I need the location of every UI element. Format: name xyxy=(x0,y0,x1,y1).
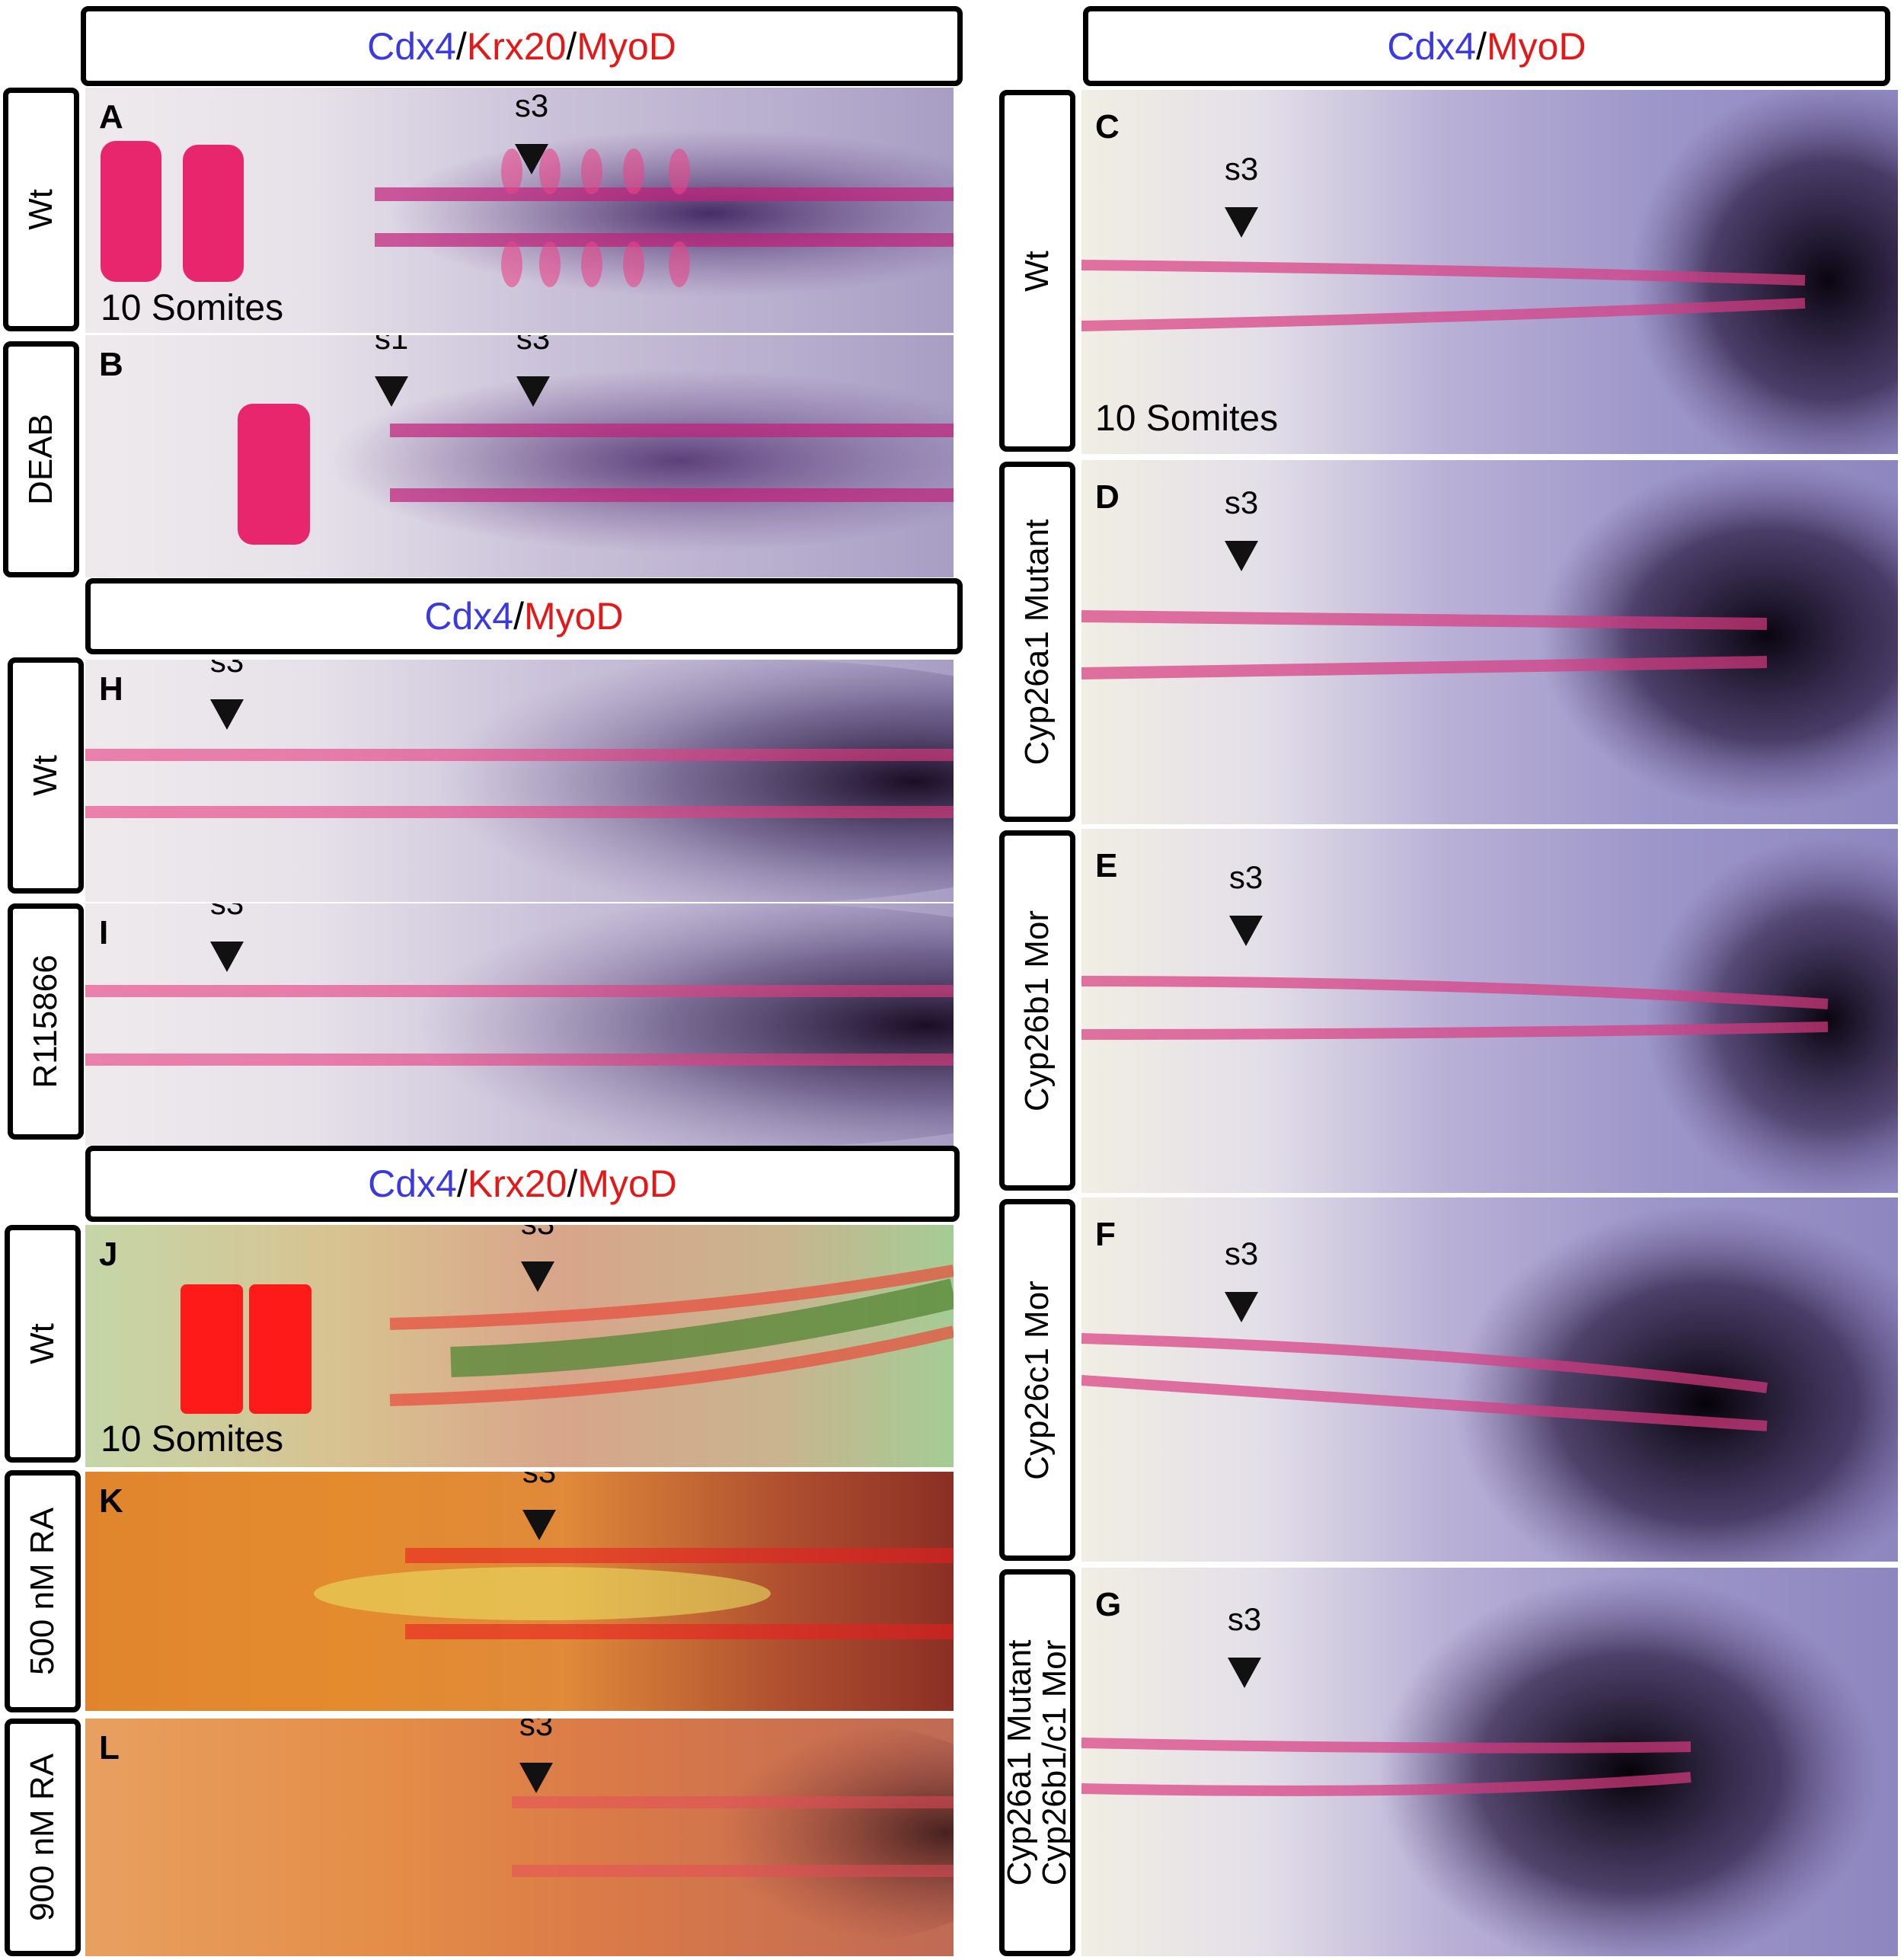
arrowhead-icon xyxy=(1229,916,1263,946)
row-label-K: 500 nM RA xyxy=(5,1470,81,1712)
panel-letter-E: E xyxy=(1095,847,1118,884)
panel-K-image: K s3 xyxy=(85,1472,954,1711)
row-label-D: Cyp26a1 Mutant xyxy=(999,462,1075,822)
arrowhead-icon xyxy=(515,144,548,174)
gene-krx20: Krx20 xyxy=(467,1162,567,1205)
panel-E-image: E s3 xyxy=(1081,829,1898,1193)
panel-H-image: H s3 xyxy=(85,660,954,902)
arrowhead-icon xyxy=(521,1261,554,1292)
gene-cdx4: Cdx4 xyxy=(424,595,514,638)
stage-label: 10 Somites xyxy=(1095,398,1279,439)
stage-label: 10 Somites xyxy=(101,1419,284,1460)
arrowhead-icon xyxy=(210,942,244,972)
panel-I-image: I s3 xyxy=(85,903,954,1146)
arrowhead-icon xyxy=(1225,207,1258,238)
panel-G-image: G s3 xyxy=(1081,1568,1898,1956)
panel-D-image: D s3 xyxy=(1081,460,1898,824)
panel-letter-J: J xyxy=(99,1236,118,1273)
header-cdx4-myod-right: Cdx4/MyoD xyxy=(1083,6,1890,86)
panel-E-stain xyxy=(1081,836,1898,1193)
gene-myod: MyoD xyxy=(1487,24,1586,68)
panel-C-image: C 10 Somites s3 xyxy=(1081,90,1898,454)
gene-cdx4: Cdx4 xyxy=(367,24,456,68)
panel-J-image: J 10 Somites s3 xyxy=(85,1225,954,1467)
row-label-C: Wt xyxy=(999,90,1075,452)
panel-D-stain xyxy=(1081,460,1898,811)
row-label-G: Cyp26a1 Mutant Cyp26b1/c1 Mor xyxy=(999,1569,1075,1956)
gene-myod: MyoD xyxy=(524,595,624,638)
header-cdx4-krx20-myod-top: Cdx4/Krx20/MyoD xyxy=(81,6,963,86)
panel-A-image: A 10 Somites s3 xyxy=(85,88,954,333)
panel-letter-I: I xyxy=(99,914,109,951)
arrowhead-icon xyxy=(519,1763,553,1793)
gene-cdx4: Cdx4 xyxy=(1387,24,1477,68)
arrowhead-icon xyxy=(210,699,244,730)
row-label-A: Wt xyxy=(3,88,79,331)
row-label-I: R115866 xyxy=(8,903,84,1140)
stage-label: 10 Somites xyxy=(101,288,284,328)
panel-letter-H: H xyxy=(99,670,123,708)
panel-B-stain xyxy=(238,369,954,552)
panel-F-stain xyxy=(1081,1205,1898,1562)
header-cdx4-myod-middle: Cdx4/MyoD xyxy=(85,578,963,654)
panel-letter-K: K xyxy=(99,1482,123,1520)
panel-B-image: B s1 s3 xyxy=(85,335,954,577)
gene-krx20: Krx20 xyxy=(466,24,567,68)
row-label-H: Wt xyxy=(8,657,84,894)
panel-letter-A: A xyxy=(99,98,123,136)
panel-letter-C: C xyxy=(1095,108,1120,145)
arrowhead-icon xyxy=(522,1510,556,1540)
row-label-F: Cyp26c1 Mor xyxy=(999,1199,1075,1561)
arrowhead-icon xyxy=(375,376,408,407)
panel-G-stain xyxy=(1081,1575,1881,1956)
panel-K-stain xyxy=(314,1548,954,1639)
panel-letter-G: G xyxy=(1095,1586,1122,1623)
row-label-E: Cyp26b1 Mor xyxy=(999,830,1075,1191)
panel-J-stain xyxy=(180,1265,954,1414)
panel-C-stain xyxy=(1081,90,1898,454)
arrowhead-icon xyxy=(1228,1658,1261,1688)
header-cdx4-krx20-myod-bottom: Cdx4/Krx20/MyoD xyxy=(85,1146,960,1222)
panel-L-image: L s3 xyxy=(85,1719,954,1956)
row-label-B: DEAB xyxy=(3,341,79,577)
gene-myod: MyoD xyxy=(577,1162,677,1205)
arrowhead-icon xyxy=(1225,541,1258,571)
panel-I-stain xyxy=(85,903,954,1146)
panel-L-stain xyxy=(512,1719,954,1947)
row-label-L: 900 nM RA xyxy=(5,1719,81,1956)
panel-letter-F: F xyxy=(1095,1216,1116,1253)
arrowhead-icon xyxy=(1225,1292,1258,1322)
arrowhead-icon xyxy=(516,376,550,407)
panel-F-image: F s3 xyxy=(1081,1197,1898,1562)
gene-myod: MyoD xyxy=(577,24,676,68)
panel-letter-B: B xyxy=(99,346,123,383)
row-label-J: Wt xyxy=(5,1225,81,1463)
panel-letter-D: D xyxy=(1095,478,1120,516)
panel-H-stain xyxy=(85,660,954,902)
gene-cdx4: Cdx4 xyxy=(368,1162,457,1205)
panel-letter-L: L xyxy=(99,1729,120,1767)
